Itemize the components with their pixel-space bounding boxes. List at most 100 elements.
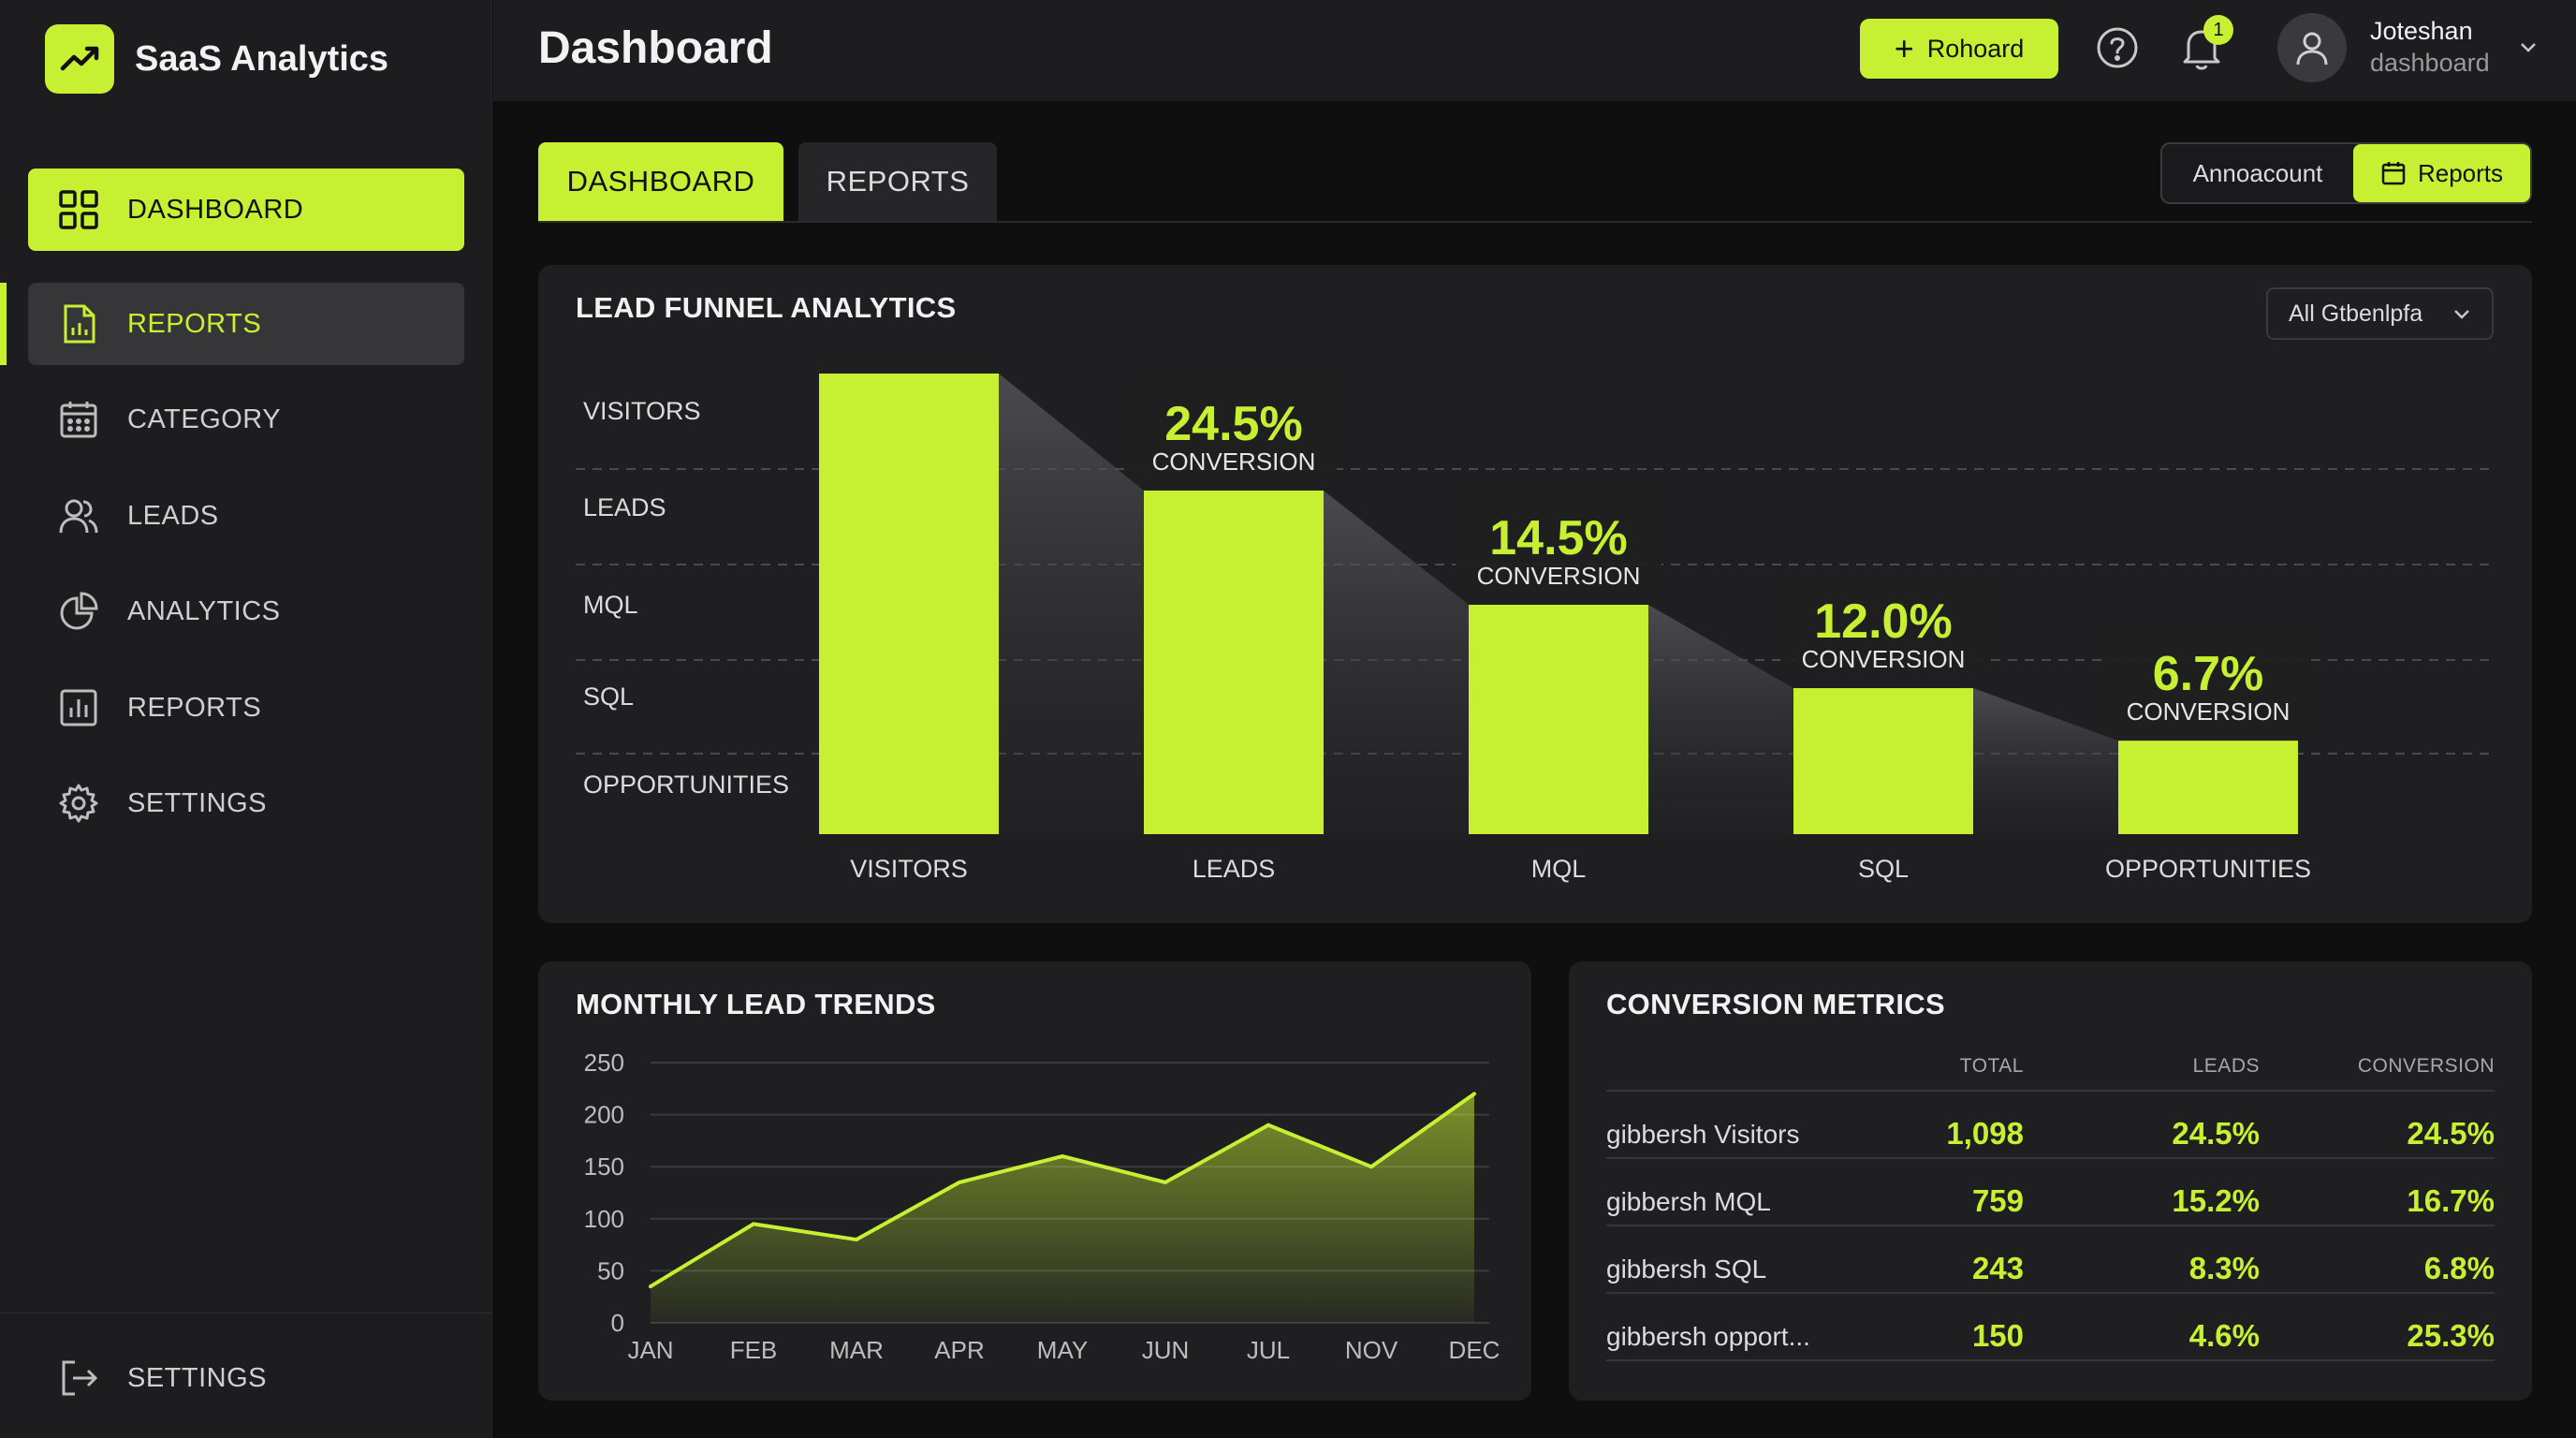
table-divider: [1606, 1090, 2495, 1092]
funnel-connector: [1324, 490, 1469, 834]
metric-conversion: 25.3%: [2407, 1318, 2495, 1353]
tabs-divider: [538, 221, 2532, 223]
trend-point: [958, 1180, 961, 1184]
monthly-trends-card: MONTHLY LEAD TRENDS 0 50 100 150 200 250 JAN FE…: [538, 961, 1531, 1401]
funnel-bar: [1469, 604, 1648, 834]
funnel-title: LEAD FUNNEL ANALYTICS: [576, 291, 957, 324]
topbar: Dashboard + Rohoard 1 Joteshan dashboard: [493, 0, 2576, 101]
conversion-label-bg: [1780, 578, 1986, 676]
conversion-caption: CONVERSION: [1802, 645, 1966, 673]
sidebar-item-settings[interactable]: SETTINGS: [28, 762, 464, 844]
lead-funnel-card: LEAD FUNNEL ANALYTICS All Gtbenlpfa VISI…: [538, 265, 2532, 923]
bar-chart-icon: [58, 687, 99, 728]
brand[interactable]: SaaS Analytics: [45, 24, 388, 94]
trend-point: [752, 1222, 755, 1226]
metric-total: 150: [1971, 1318, 2024, 1353]
funnel-bar: [1144, 490, 1324, 834]
tab-reports[interactable]: REPORTS: [798, 142, 997, 221]
funnel-x-label: OPPORTUNITIES: [2105, 855, 2311, 883]
sidebar-item-label: CATEGORY: [127, 404, 282, 434]
avatar[interactable]: [2277, 13, 2347, 82]
trend-point: [1369, 1165, 1373, 1169]
funnel-bar: [2118, 741, 2298, 834]
metric-leads: 24.5%: [2172, 1116, 2260, 1151]
x-tick-label: FEB: [730, 1336, 778, 1364]
sidebar-item-label: SETTINGS: [127, 787, 268, 818]
column-header-conversion: CONVERSION: [2357, 1055, 2495, 1077]
sidebar-item-label: DASHBOARD: [127, 194, 304, 225]
add-button-label: Rohoard: [1926, 34, 2025, 63]
sidebar-item-leads[interactable]: LEADS: [28, 475, 464, 557]
conversion-label-bg: [1456, 493, 1661, 592]
user-name: Joteshan: [2370, 17, 2473, 45]
metric-name: gibbersh MQL: [1606, 1187, 1771, 1216]
x-tick-label: JUL: [1247, 1336, 1290, 1364]
metric-leads: 4.6%: [2188, 1318, 2260, 1353]
row-label-bg: [574, 388, 798, 431]
y-tick-label: 50: [597, 1256, 624, 1284]
app-name: SaaS Analytics: [135, 38, 389, 79]
conversion-metrics-card: CONVERSION METRICS TOTAL LEADS CONVERSIO…: [1569, 961, 2532, 1401]
toggle-reports-button[interactable]: Reports: [2353, 144, 2530, 202]
help-icon[interactable]: [2096, 26, 2139, 74]
x-tick-label: DEC: [1449, 1336, 1500, 1364]
sidebar-item-reports[interactable]: REPORTS: [28, 283, 464, 365]
page-title: Dashboard: [538, 23, 773, 73]
sidebar-item-reports-2[interactable]: REPORTS: [28, 667, 464, 749]
x-tick-label: JAN: [627, 1336, 673, 1364]
bell-icon[interactable]: [2180, 24, 2223, 76]
metric-name: gibbersh SQL: [1606, 1255, 1767, 1284]
add-button[interactable]: + Rohoard: [1860, 19, 2058, 79]
metric-conversion: 16.7%: [2407, 1183, 2495, 1218]
gear-icon: [58, 783, 99, 824]
chevron-down-icon[interactable]: [2517, 36, 2539, 63]
metric-conversion: 24.5%: [2407, 1116, 2495, 1151]
conversion-rate-label: 6.7%: [2153, 647, 2264, 701]
metric-total: 243: [1971, 1251, 2024, 1285]
table-row[interactable]: gibbersh Visitors 1,098 24.5% 24.5%: [1569, 1101, 2532, 1168]
table-row[interactable]: gibbersh MQL 759 15.2% 16.7%: [1569, 1168, 2532, 1236]
funnel-row-label: LEADS: [583, 493, 666, 521]
trend-point: [1061, 1154, 1064, 1159]
table-row[interactable]: gibbersh SQL 243 8.3% 6.8%: [1569, 1236, 2532, 1303]
conversion-caption: CONVERSION: [2127, 697, 2291, 726]
toggle-account-button[interactable]: Annoacount: [2192, 158, 2323, 187]
x-tick-label: APR: [934, 1336, 984, 1364]
y-tick-label: 250: [584, 1049, 624, 1077]
x-tick-label: MAY: [1037, 1336, 1088, 1364]
sidebar-item-label: REPORTS: [127, 308, 262, 339]
sidebar-footer-settings[interactable]: SETTINGS: [28, 1337, 464, 1419]
trend-area: [651, 1093, 1474, 1323]
sidebar-item-label: ANALYTICS: [127, 595, 281, 626]
trend-up-icon: [45, 24, 114, 94]
table-divider: [1606, 1359, 2495, 1361]
sidebar-item-label: SETTINGS: [127, 1362, 268, 1393]
y-tick-label: 150: [584, 1152, 624, 1181]
sidebar-item-dashboard[interactable]: DASHBOARD: [28, 169, 464, 251]
funnel-x-label: VISITORS: [850, 855, 968, 883]
funnel-connector: [999, 374, 1144, 834]
sidebar-item-analytics[interactable]: ANALYTICS: [28, 570, 464, 653]
y-tick-label: 200: [584, 1101, 624, 1129]
conversion-label-bg: [2105, 630, 2311, 728]
conversion-rate-label: 12.0%: [1814, 594, 1952, 649]
funnel-row-label: SQL: [583, 682, 634, 711]
tab-dashboard[interactable]: DASHBOARD: [538, 142, 783, 221]
funnel-chart: VISITORS LEADS MQL SQL OPPORTUNITIES VISITORS…: [574, 374, 2495, 883]
table-divider: [1606, 1292, 2495, 1294]
funnel-filter-dropdown[interactable]: All Gtbenlpfa: [2266, 287, 2494, 340]
sidebar-item-category[interactable]: CATEGORY: [28, 378, 464, 461]
trend-title: MONTHLY LEAD TRENDS: [576, 988, 936, 1020]
row-label-bg: [574, 673, 798, 716]
y-tick-label: 100: [584, 1205, 624, 1233]
chevron-down-icon: [2451, 302, 2473, 331]
sidebar-active-indicator: [0, 283, 7, 365]
metric-leads: 8.3%: [2188, 1251, 2260, 1285]
report-file-icon: [58, 303, 99, 345]
metric-total: 759: [1971, 1183, 2024, 1218]
row-label-bg: [574, 484, 798, 527]
notification-badge: 1: [2203, 15, 2233, 45]
conversion-rate-label: 14.5%: [1489, 511, 1627, 565]
table-row[interactable]: gibbersh opport... 150 4.6% 25.3%: [1569, 1303, 2532, 1371]
funnel-row-label: VISITORS: [583, 397, 701, 425]
